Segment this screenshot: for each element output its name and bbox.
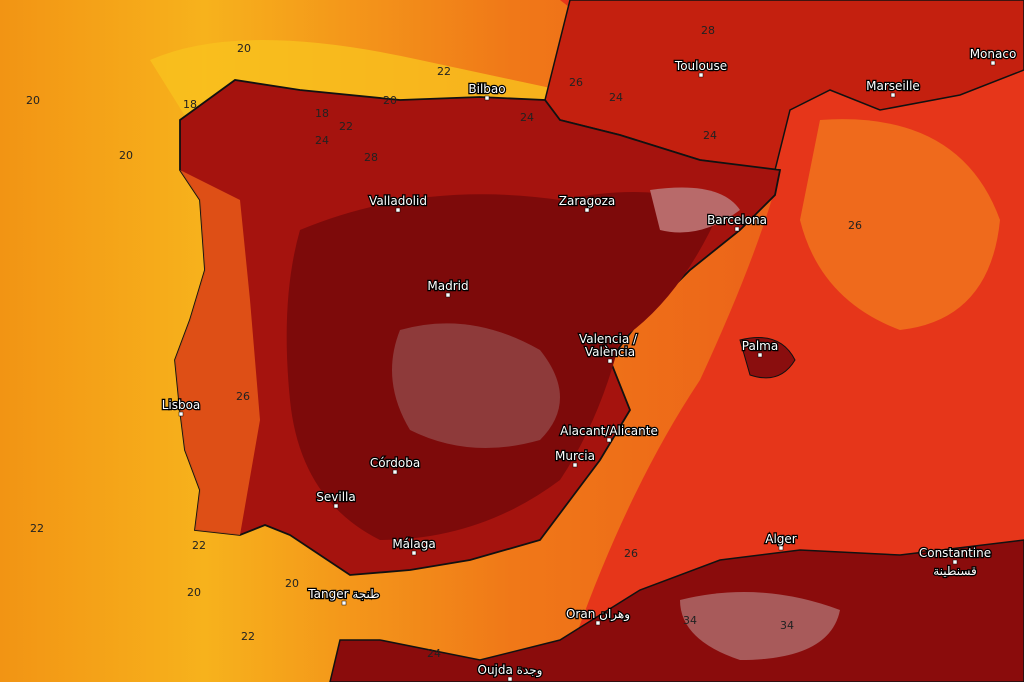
isotherm-label: 26 bbox=[236, 390, 250, 403]
city-label: Palma bbox=[742, 339, 778, 353]
hottest-zone bbox=[392, 323, 560, 448]
city-label: València bbox=[585, 345, 635, 359]
city-label: Tanger طنجة bbox=[307, 587, 379, 601]
city-marker bbox=[445, 292, 451, 298]
isotherm-label: 20 bbox=[383, 94, 397, 107]
isotherm-label: 26 bbox=[848, 219, 862, 232]
isotherm-label: 22 bbox=[30, 522, 44, 535]
city-marker bbox=[507, 676, 513, 682]
city-marker bbox=[178, 411, 184, 417]
city-label: Málaga bbox=[392, 537, 435, 551]
city-label: Madrid bbox=[427, 279, 468, 293]
city-label: Sevilla bbox=[316, 490, 355, 504]
city-label: Constantine bbox=[919, 546, 991, 560]
city-label: Toulouse bbox=[674, 59, 727, 73]
isotherm-label: 20 bbox=[237, 42, 251, 55]
city-marker bbox=[990, 60, 996, 66]
isotherm-label: 24 bbox=[609, 91, 623, 104]
isotherm-label: 20 bbox=[187, 586, 201, 599]
isotherm-label: 26 bbox=[624, 547, 638, 560]
isotherm-label: 28 bbox=[364, 151, 378, 164]
city-label: Zaragoza bbox=[559, 194, 615, 208]
isotherm-label: 22 bbox=[437, 65, 451, 78]
isotherm-label: 34 bbox=[683, 614, 697, 627]
city-marker bbox=[584, 207, 590, 213]
hottest-zone bbox=[680, 592, 840, 660]
city-marker bbox=[333, 503, 339, 509]
city-marker bbox=[572, 462, 578, 468]
city-label: Lisboa bbox=[162, 398, 201, 412]
portugal-coast bbox=[175, 170, 260, 535]
isotherm-label: 24 bbox=[427, 647, 441, 660]
city-label: Oujda وجدة bbox=[478, 663, 543, 678]
isotherm-label: 24 bbox=[703, 129, 717, 142]
isotherm-label: 18 bbox=[315, 107, 329, 120]
isotherm-label: 22 bbox=[339, 120, 353, 133]
isotherm-label: 24 bbox=[520, 111, 534, 124]
city-label: Murcia bbox=[555, 449, 595, 463]
mallorca bbox=[739, 337, 796, 379]
city-marker bbox=[411, 550, 417, 556]
isotherm-label: 18 bbox=[183, 98, 197, 111]
city-label: Alger bbox=[765, 532, 797, 546]
isotherm-label: 24 bbox=[315, 134, 329, 147]
city-marker bbox=[757, 352, 763, 358]
city-marker bbox=[395, 207, 401, 213]
isotherm-label: 28 bbox=[701, 24, 715, 37]
city-marker bbox=[734, 226, 740, 232]
city-label: Marseille bbox=[866, 79, 920, 93]
city-label: Barcelona bbox=[707, 213, 767, 227]
city-marker bbox=[392, 469, 398, 475]
city-marker bbox=[341, 600, 347, 606]
isotherm-label: 34 bbox=[780, 619, 794, 632]
warm-sea bbox=[800, 119, 1000, 331]
isotherm-label: 26 bbox=[569, 76, 583, 89]
city-label: Valencia / bbox=[579, 332, 638, 346]
isotherm-label: 20 bbox=[119, 149, 133, 162]
city-label: Valladolid bbox=[369, 194, 427, 208]
city-marker bbox=[484, 95, 490, 101]
city-label: Alacant/Alicante bbox=[560, 424, 658, 438]
isotherm-label: 20 bbox=[285, 577, 299, 590]
city-label: Bilbao bbox=[468, 82, 505, 96]
city-marker bbox=[607, 358, 613, 364]
city-label: Córdoba bbox=[370, 456, 420, 470]
isotherm-label: 20 bbox=[26, 94, 40, 107]
city-label: Oran وهران bbox=[566, 607, 630, 622]
hottest-zone bbox=[650, 187, 740, 233]
city-marker bbox=[890, 92, 896, 98]
north-africa bbox=[329, 539, 1024, 682]
isotherm-label: 22 bbox=[192, 539, 206, 552]
city-label: Monaco bbox=[970, 47, 1017, 61]
city-marker bbox=[778, 545, 784, 551]
city-label: قسنطينة bbox=[933, 564, 977, 578]
city-marker bbox=[952, 559, 958, 565]
city-marker bbox=[606, 437, 612, 443]
city-marker bbox=[595, 620, 601, 626]
isotherm-label: 22 bbox=[241, 630, 255, 643]
city-marker bbox=[698, 72, 704, 78]
